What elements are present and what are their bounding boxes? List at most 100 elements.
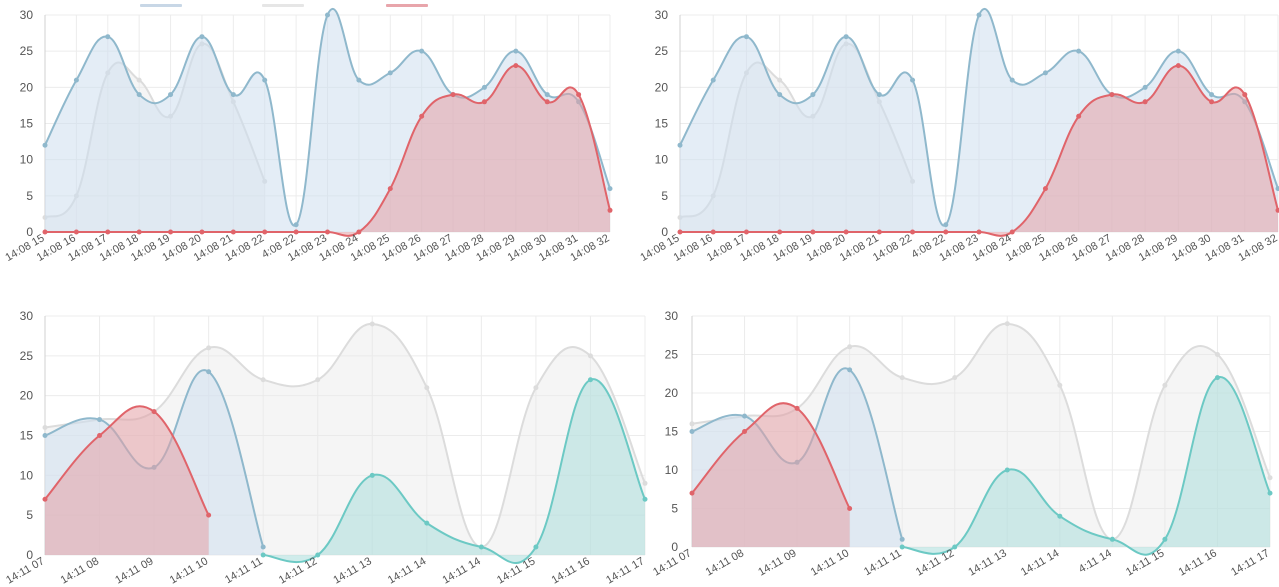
point-gray[interactable] (369, 321, 375, 327)
point-red[interactable] (168, 229, 174, 235)
point-gray[interactable] (689, 421, 695, 427)
point-gray[interactable] (1214, 352, 1220, 357)
point-gray[interactable] (847, 344, 853, 350)
point-blue[interactable] (260, 544, 266, 550)
point-blue[interactable] (976, 12, 982, 18)
point-red[interactable] (73, 229, 79, 235)
point-teal[interactable] (1004, 467, 1010, 473)
point-red[interactable] (1109, 92, 1115, 98)
point-red[interactable] (607, 207, 613, 213)
point-blue[interactable] (899, 536, 905, 542)
point-red[interactable] (199, 229, 205, 235)
point-red[interactable] (42, 229, 48, 235)
point-red[interactable] (105, 229, 111, 235)
point-gray[interactable] (899, 375, 905, 381)
point-teal[interactable] (899, 544, 905, 550)
point-red[interactable] (677, 229, 683, 235)
point-red[interactable] (151, 409, 157, 415)
point-blue[interactable] (876, 92, 882, 98)
point-red[interactable] (576, 92, 582, 98)
point-blue[interactable] (689, 429, 695, 434)
point-gray[interactable] (1057, 382, 1063, 388)
point-red[interactable] (1142, 99, 1148, 105)
point-red[interactable] (794, 405, 800, 411)
point-red[interactable] (689, 490, 695, 496)
point-teal[interactable] (369, 472, 375, 478)
point-blue[interactable] (1209, 92, 1215, 98)
point-blue[interactable] (356, 77, 362, 83)
point-blue[interactable] (810, 92, 816, 98)
point-gray[interactable] (1004, 321, 1010, 327)
point-gray[interactable] (777, 77, 783, 83)
point-red[interactable] (97, 433, 103, 438)
point-red[interactable] (136, 229, 142, 235)
point-blue[interactable] (910, 77, 916, 83)
point-blue[interactable] (105, 34, 111, 40)
point-red[interactable] (293, 229, 299, 235)
point-blue[interactable] (777, 92, 783, 98)
point-blue[interactable] (710, 77, 716, 83)
point-teal[interactable] (1162, 536, 1168, 542)
point-blue[interactable] (1042, 70, 1048, 76)
point-blue[interactable] (73, 77, 79, 83)
point-blue[interactable] (1175, 48, 1181, 54)
point-teal[interactable] (1109, 536, 1115, 542)
point-blue[interactable] (677, 142, 683, 148)
point-red[interactable] (1009, 229, 1015, 235)
point-gray[interactable] (587, 353, 593, 359)
point-blue[interactable] (742, 413, 748, 419)
point-red[interactable] (910, 229, 916, 235)
point-blue[interactable] (42, 142, 48, 148)
point-blue[interactable] (199, 34, 205, 40)
point-blue[interactable] (136, 92, 142, 98)
point-red[interactable] (387, 186, 393, 192)
point-teal[interactable] (1267, 490, 1273, 496)
point-teal[interactable] (260, 552, 266, 558)
point-red[interactable] (742, 429, 748, 434)
point-gray[interactable] (642, 480, 648, 486)
point-blue[interactable] (293, 222, 299, 228)
point-blue[interactable] (42, 433, 48, 438)
point-red[interactable] (325, 229, 330, 235)
point-red[interactable] (206, 512, 212, 518)
point-teal[interactable] (424, 520, 430, 526)
point-red[interactable] (976, 229, 982, 235)
point-red[interactable] (1209, 99, 1215, 105)
point-teal[interactable] (642, 496, 648, 502)
point-gray[interactable] (1162, 382, 1168, 388)
point-blue[interactable] (943, 222, 949, 228)
point-red[interactable] (1076, 113, 1082, 119)
point-red[interactable] (42, 496, 48, 502)
point-gray[interactable] (136, 77, 142, 83)
point-red[interactable] (847, 506, 853, 511)
point-blue[interactable] (743, 34, 749, 40)
point-red[interactable] (1042, 186, 1048, 192)
point-red[interactable] (513, 63, 519, 69)
point-blue[interactable] (544, 92, 550, 98)
point-red[interactable] (262, 229, 268, 235)
point-blue[interactable] (513, 48, 519, 54)
point-gray[interactable] (315, 377, 321, 383)
point-blue[interactable] (1142, 84, 1148, 90)
point-red[interactable] (1175, 63, 1181, 69)
point-gray[interactable] (206, 345, 212, 351)
point-blue[interactable] (607, 186, 613, 192)
point-blue[interactable] (325, 12, 330, 18)
point-teal[interactable] (587, 377, 593, 383)
point-blue[interactable] (206, 369, 212, 375)
point-blue[interactable] (1275, 186, 1279, 192)
point-gray[interactable] (533, 385, 539, 391)
point-red[interactable] (230, 229, 236, 235)
point-teal[interactable] (478, 544, 484, 550)
point-red[interactable] (777, 229, 783, 235)
point-blue[interactable] (843, 34, 849, 40)
point-red[interactable] (710, 229, 716, 235)
point-red[interactable] (419, 113, 425, 119)
point-red[interactable] (876, 229, 882, 235)
point-blue[interactable] (97, 417, 103, 423)
point-gray[interactable] (260, 377, 266, 383)
point-teal[interactable] (1057, 513, 1063, 519)
point-red[interactable] (843, 229, 849, 235)
point-teal[interactable] (1214, 375, 1220, 381)
point-blue[interactable] (1009, 77, 1015, 83)
